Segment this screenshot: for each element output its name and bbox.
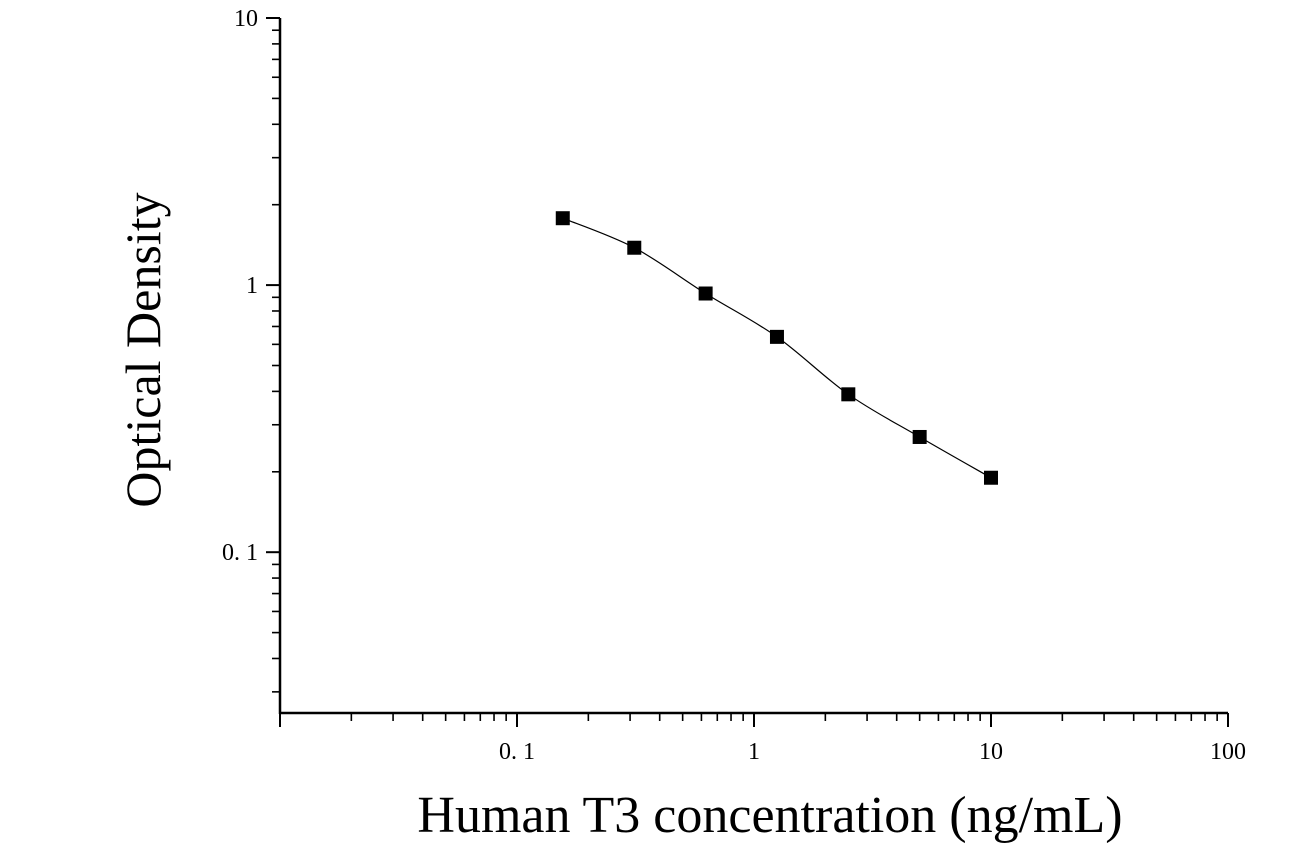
data-point (555, 211, 570, 226)
data-point (841, 387, 856, 402)
x-tick-label: 100 (1210, 739, 1246, 765)
x-tick-label: 0. 1 (499, 739, 535, 765)
data-point (627, 240, 642, 255)
y-tick-label: 10 (234, 6, 258, 32)
x-tick-label: 1 (748, 739, 760, 765)
y-axis-label: Optical Density (115, 192, 171, 507)
data-point (769, 329, 784, 344)
axes (278, 18, 1228, 715)
tick-labels: 0. 1 1 10 100 10 1 0. 1 (222, 6, 1246, 765)
y-tick-label: 0. 1 (222, 540, 258, 566)
data-point (698, 286, 713, 301)
x-tick-label: 10 (979, 739, 1003, 765)
data-point (984, 470, 998, 485)
y-tick-label: 1 (246, 273, 258, 299)
ticks (266, 17, 1229, 727)
data-point (912, 429, 927, 444)
fit-curve (562, 217, 992, 479)
x-axis-label: Human T3 concentration (ng/mL) (417, 787, 1122, 844)
data-points (555, 211, 998, 485)
